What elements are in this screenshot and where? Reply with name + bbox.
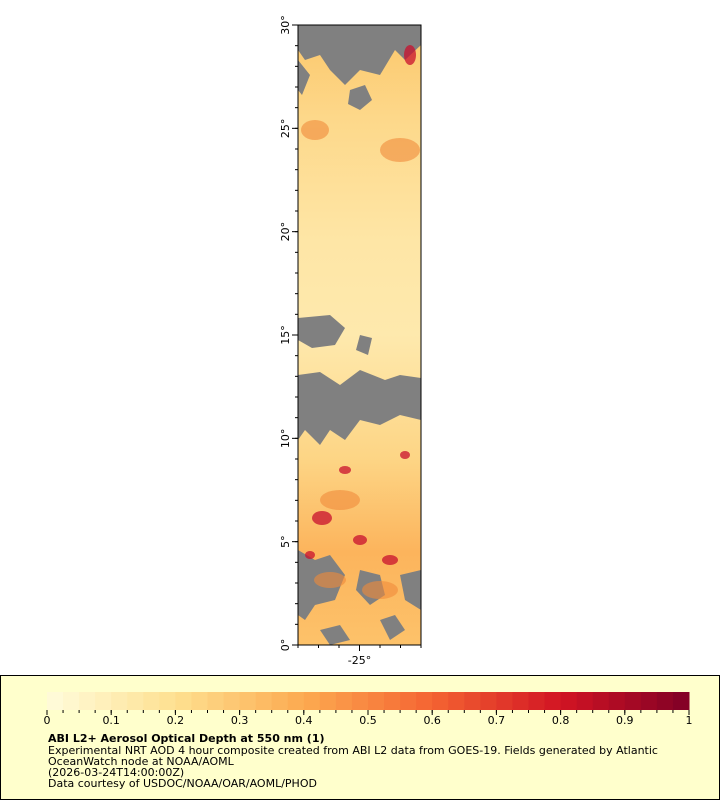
lat-label: 5° [279, 535, 292, 548]
colorbar-tick-label: 0.5 [359, 714, 377, 727]
colorbar-swatch [111, 692, 128, 710]
colorbar-swatch [368, 692, 385, 710]
lat-label: 10° [279, 429, 292, 449]
colorbar-swatch [191, 692, 208, 710]
colorbar-swatch [592, 692, 610, 710]
colorbar-swatch [544, 692, 562, 710]
map-field [298, 25, 421, 645]
map-axes: 30° 25° 20° 15° 10° 5° 0° -25° [279, 15, 422, 667]
colorbar: 0 0.1 0.2 0.3 0.4 0.5 0.6 0.7 0.8 0.9 1 [44, 692, 693, 727]
colorbar-tick-label: 0.4 [295, 714, 313, 727]
colorbar-tick-label: 1 [686, 714, 693, 727]
colorbar-swatch [127, 692, 144, 710]
colorbar-swatch [448, 692, 465, 710]
colorbar-swatch [79, 692, 96, 710]
colorbar-swatch [223, 692, 241, 710]
colorbar-swatch [576, 692, 594, 710]
colorbar-swatch [464, 692, 481, 710]
colorbar-swatch [432, 692, 449, 710]
colorbar-swatch [656, 692, 674, 710]
colorbar-swatch [175, 692, 192, 710]
colorbar-swatch [640, 692, 658, 710]
colorbar-swatch [335, 692, 353, 710]
colorbar-tick-label: 0.7 [488, 714, 506, 727]
colorbar-swatch [95, 692, 112, 710]
colorbar-tick-label: 0 [44, 714, 51, 727]
colorbar-tick-label: 0.9 [616, 714, 634, 727]
legend-line: Experimental NRT AOD 4 hour composite cr… [48, 744, 658, 757]
lat-label: 20° [279, 222, 292, 242]
colorbar-swatch [416, 692, 433, 710]
lon-label: -25° [348, 654, 371, 667]
colorbar-tick-label: 0.2 [167, 714, 185, 727]
colorbar-swatch [319, 692, 337, 710]
lat-label: 25° [279, 119, 292, 139]
colorbar-swatch [624, 692, 642, 710]
colorbar-swatch [303, 692, 321, 710]
colorbar-swatch [351, 692, 369, 710]
legend-line: OceanWatch node at NOAA/AOML [48, 755, 235, 768]
lat-label: 15° [279, 325, 292, 345]
colorbar-swatch [672, 692, 690, 710]
colorbar-swatch [528, 692, 546, 710]
colorbar-swatch [239, 692, 257, 710]
colorbar-swatch [271, 692, 289, 710]
colorbar-swatch [63, 692, 80, 710]
colorbar-tick-label: 0.3 [231, 714, 249, 727]
colorbar-swatch [512, 692, 529, 710]
colorbar-swatch [47, 692, 64, 710]
colorbar-swatch [143, 692, 160, 710]
colorbar-swatch [400, 692, 417, 710]
colorbar-tick-label: 0.1 [102, 714, 120, 727]
colorbar-swatch [207, 692, 225, 710]
colorbar-swatch [255, 692, 273, 710]
colorbar-swatch [608, 692, 626, 710]
colorbar-tick-label: 0.8 [552, 714, 570, 727]
colorbar-swatch [159, 692, 176, 710]
legend-line: (2026-03-24T14:00:00Z) [48, 766, 184, 779]
colorbar-tick-label: 0.6 [423, 714, 441, 727]
lat-label: 30° [279, 15, 292, 35]
colorbar-swatch [496, 692, 513, 710]
colorbar-swatch [560, 692, 578, 710]
colorbar-swatch [384, 692, 401, 710]
colorbar-swatch [480, 692, 497, 710]
legend-line: Data courtesy of USDOC/NOAA/OAR/AOML/PHO… [48, 777, 317, 790]
legend-title: ABI L2+ Aerosol Optical Depth at 550 nm … [48, 732, 325, 745]
lat-label: 0° [279, 639, 292, 652]
colorbar-swatch [287, 692, 305, 710]
